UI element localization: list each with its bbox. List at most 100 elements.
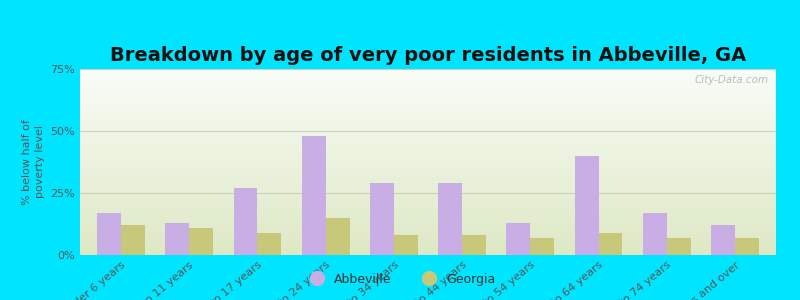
Bar	[394, 235, 418, 255]
Bar	[80, 173, 776, 175]
Bar	[80, 116, 776, 117]
Bar	[80, 117, 776, 119]
Bar	[80, 95, 776, 97]
Bar	[80, 71, 776, 73]
Bar	[121, 225, 145, 255]
Bar	[80, 73, 776, 75]
Bar	[80, 199, 776, 201]
Bar	[80, 84, 776, 86]
Bar	[711, 225, 735, 255]
Bar	[80, 93, 776, 95]
Bar	[80, 201, 776, 203]
Bar	[80, 227, 776, 229]
Bar	[80, 224, 776, 225]
Bar	[80, 216, 776, 218]
Bar	[667, 238, 690, 255]
Bar	[80, 182, 776, 184]
Bar	[530, 238, 554, 255]
Bar	[80, 251, 776, 253]
Bar	[80, 177, 776, 179]
Bar	[80, 168, 776, 169]
Bar	[80, 147, 776, 149]
Bar	[438, 183, 462, 255]
Bar	[80, 132, 776, 134]
Bar	[80, 246, 776, 248]
Bar	[80, 114, 776, 116]
Bar	[80, 190, 776, 192]
Bar	[80, 82, 776, 84]
Bar	[80, 249, 776, 251]
Bar	[80, 164, 776, 166]
Bar	[80, 220, 776, 221]
Bar	[166, 223, 189, 255]
Bar	[80, 158, 776, 160]
Bar	[80, 242, 776, 244]
Bar	[80, 76, 776, 78]
Bar	[80, 91, 776, 93]
Bar	[80, 69, 776, 71]
Bar	[258, 233, 282, 255]
Bar	[80, 123, 776, 125]
Bar	[80, 110, 776, 112]
Bar	[80, 203, 776, 205]
Bar	[80, 218, 776, 220]
Bar	[80, 229, 776, 231]
Bar	[189, 228, 213, 255]
Bar	[80, 162, 776, 164]
Bar	[643, 213, 667, 255]
Bar	[80, 184, 776, 186]
Bar	[80, 225, 776, 227]
Bar	[80, 231, 776, 233]
Bar	[80, 121, 776, 123]
Bar	[80, 194, 776, 196]
Bar	[80, 86, 776, 88]
Bar	[80, 238, 776, 240]
Title: Breakdown by age of very poor residents in Abbeville, GA: Breakdown by age of very poor residents …	[110, 46, 746, 65]
Bar	[80, 140, 776, 142]
Bar	[80, 99, 776, 100]
Legend: Abbeville, Georgia: Abbeville, Georgia	[299, 268, 501, 291]
Bar	[234, 188, 258, 255]
Bar	[80, 208, 776, 210]
Bar	[80, 253, 776, 255]
Bar	[80, 240, 776, 242]
Bar	[80, 236, 776, 238]
Bar	[80, 196, 776, 197]
Bar	[80, 89, 776, 91]
Bar	[80, 235, 776, 236]
Bar	[80, 166, 776, 168]
Bar	[80, 181, 776, 182]
Bar	[80, 112, 776, 114]
Bar	[80, 169, 776, 171]
Bar	[80, 160, 776, 162]
Text: City-Data.com: City-Data.com	[695, 75, 769, 85]
Bar	[80, 154, 776, 156]
Bar	[80, 125, 776, 127]
Bar	[80, 88, 776, 89]
Bar	[506, 223, 530, 255]
Bar	[80, 78, 776, 80]
Bar	[80, 248, 776, 249]
Bar	[80, 151, 776, 153]
Bar	[80, 197, 776, 199]
Bar	[80, 145, 776, 147]
Bar	[80, 188, 776, 190]
Bar	[80, 103, 776, 104]
Bar	[462, 235, 486, 255]
Bar	[80, 75, 776, 76]
Bar	[80, 97, 776, 99]
Bar	[80, 179, 776, 181]
Y-axis label: % below half of
poverty level: % below half of poverty level	[22, 119, 45, 205]
Bar	[80, 192, 776, 194]
Bar	[80, 134, 776, 136]
Bar	[370, 183, 394, 255]
Bar	[80, 142, 776, 143]
Bar	[302, 136, 326, 255]
Bar	[80, 143, 776, 145]
Bar	[80, 205, 776, 207]
Bar	[80, 171, 776, 173]
Bar	[80, 130, 776, 132]
Bar	[326, 218, 350, 255]
Bar	[80, 214, 776, 216]
Bar	[80, 104, 776, 106]
